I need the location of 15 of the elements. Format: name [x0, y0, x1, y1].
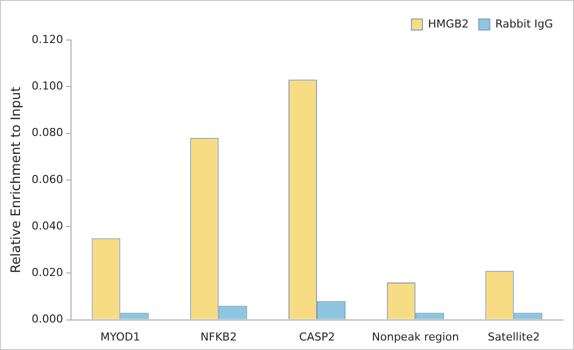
y-axis-title: Relative Enrichment to Input	[9, 86, 24, 274]
y-tick-label: 0.020	[32, 266, 64, 280]
legend-label: HMGB2	[428, 17, 469, 30]
y-tick-label: 0.060	[32, 172, 64, 186]
x-tick-label: Nonpeak region	[372, 330, 459, 344]
y-tick-label: 0.080	[32, 126, 64, 140]
x-tick-label: MYOD1	[100, 330, 140, 344]
y-tick-label: 0.000	[32, 312, 64, 326]
y-tick-label: 0.100	[32, 79, 64, 92]
y-tick-label: 0.040	[32, 219, 64, 232]
x-tick-label: CASP2	[299, 330, 335, 344]
legend-label: Rabbit IgG	[495, 17, 554, 30]
y-tick-label: 0.120	[32, 32, 64, 46]
x-tick-label: Satellite2	[488, 330, 540, 344]
x-tick-label: NFKB2	[200, 330, 237, 344]
